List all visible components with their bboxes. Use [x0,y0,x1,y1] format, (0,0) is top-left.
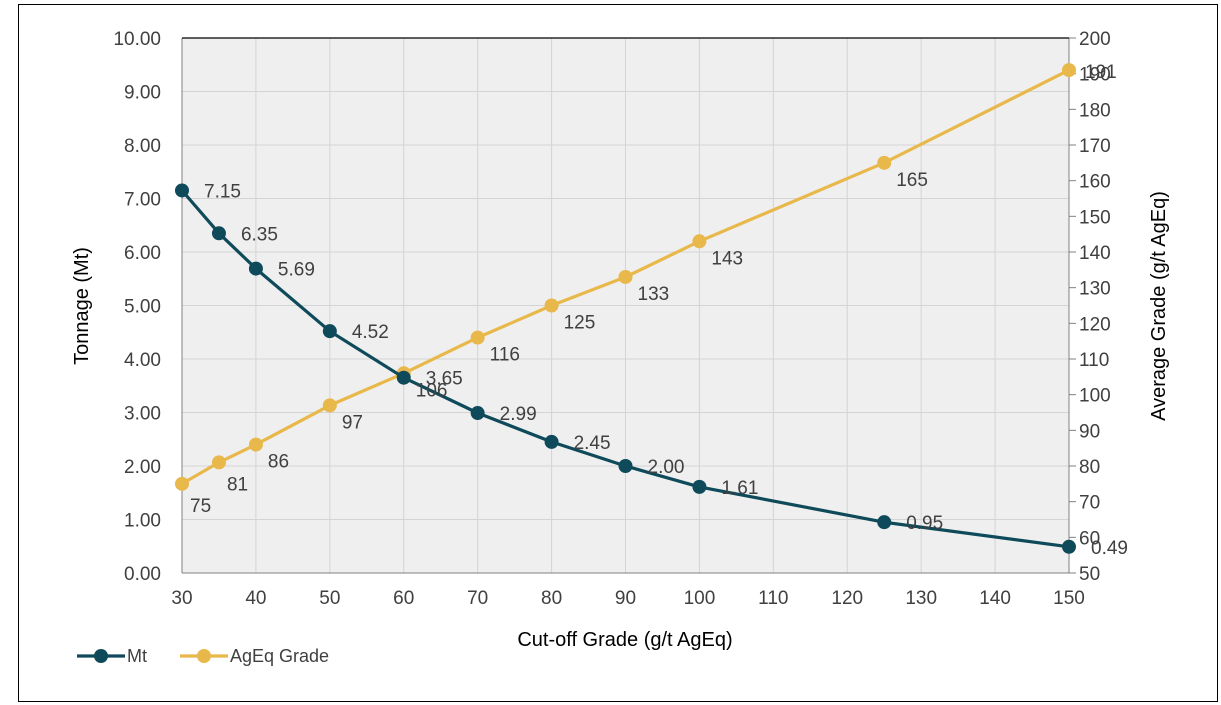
legend: Mt AgEq Grade [77,646,329,666]
x-tick-label: 120 [831,588,863,609]
x-tick-label: 80 [541,588,562,609]
data-label-ageq-grade: 125 [564,313,596,334]
y-tick-label: 9.00 [124,83,161,104]
data-label-ageq-grade: 81 [227,474,248,495]
data-point-ageq-grade [618,269,633,284]
y2-tick-label: 60 [1079,528,1100,549]
y-tick-label: 4.00 [124,350,161,371]
y2-tick-label: 170 [1079,136,1111,157]
data-label-mt: 0.95 [906,513,943,534]
legend-marker-mt [94,649,108,663]
data-label-mt: 5.69 [278,260,315,281]
y2-tick-label: 190 [1079,65,1111,86]
x-tick-label: 70 [467,588,488,609]
data-point-ageq-grade [175,476,189,491]
y2-tick-label: 180 [1079,100,1111,121]
y2-tick-label: 110 [1079,350,1109,371]
data-point-mt [618,459,633,473]
data-point-ageq-grade [470,330,485,345]
data-point-mt [396,370,411,385]
data-point-mt [211,226,226,241]
data-point-ageq-grade [692,234,707,249]
data-point-mt [692,479,707,494]
x-tick-label: 130 [905,588,937,609]
y2-axis-title: Average Grade (g/t AgEq) [1148,191,1170,421]
data-point-mt [877,515,892,530]
data-point-ageq-grade [877,155,892,170]
legend-label-mt: Mt [127,646,147,666]
x-tick-label: 150 [1053,588,1085,609]
y2-tick-label: 140 [1079,243,1111,264]
data-label-ageq-grade: 97 [342,412,363,433]
y-tick-label: 7.00 [124,190,161,211]
data-label-ageq-grade: 165 [896,170,928,191]
data-label-ageq-grade: 86 [268,452,289,473]
data-point-mt [248,261,263,276]
y2-tick-label: 90 [1079,421,1100,442]
data-label-mt: 6.35 [241,224,278,245]
data-label-ageq-grade: 143 [711,248,743,269]
y-tick-label: 1.00 [124,511,161,532]
data-label-mt: 0.49 [1091,538,1128,559]
data-label-mt: 7.15 [204,181,241,202]
y2-tick-label: 120 [1079,314,1111,335]
x-tick-label: 30 [171,588,192,609]
y2-tick-label: 70 [1079,493,1100,514]
data-point-mt [175,183,189,198]
y-tick-label: 10.00 [113,29,161,50]
data-point-ageq-grade [248,437,263,452]
data-label-ageq-grade: 75 [190,496,211,517]
y2-tick-label: 50 [1079,564,1100,585]
x-tick-label: 40 [245,588,266,609]
data-point-ageq-grade [1062,63,1076,78]
data-label-mt: 2.45 [574,433,611,454]
y2-tick-label: 80 [1079,457,1100,478]
data-point-mt [322,324,337,339]
data-label-mt: 2.99 [500,404,537,425]
x-tick-label: 90 [615,588,636,609]
data-label-ageq-grade: 106 [416,380,448,401]
data-point-ageq-grade [322,398,337,413]
data-point-mt [544,434,559,449]
data-label-mt: 4.52 [352,322,389,343]
x-tick-label: 110 [758,588,788,609]
legend-marker-ageq-grade [197,649,211,663]
x-tick-label: 60 [393,588,414,609]
grid-layer [181,37,1070,574]
y-tick-label: 5.00 [124,297,161,318]
x-tick-label: 50 [319,588,340,609]
data-label-mt: 3.65 [426,369,463,390]
data-point-ageq-grade [544,298,559,313]
y-tick-label: 2.00 [124,457,161,478]
y-tick-label: 0.00 [124,564,161,585]
data-label-ageq-grade: 133 [638,284,670,305]
y2-tick-label: 130 [1079,279,1111,300]
data-label-mt: 2.00 [648,457,685,478]
series-layer [175,63,1076,554]
legend-label-ageq-grade: AgEq Grade [230,646,329,666]
x-tick-label: 140 [979,588,1011,609]
data-label-ageq-grade: 191 [1085,62,1117,83]
data-point-mt [1062,539,1076,554]
data-label-mt: 1.61 [721,478,758,499]
y-tick-label: 6.00 [124,243,161,264]
axis-layer: 30 40 50 60 70 80 90 100 110 120 130 140 150 0.00 1.00… [113,29,1110,609]
data-label-ageq-grade: 116 [490,345,520,366]
label-layer: 7.15 6.355.69 4.52 3.65 2.99 2.45 2.00 1.61 0.95… [190,62,1128,559]
y-tick-label: 8.00 [124,136,161,157]
y2-tick-label: 200 [1079,29,1111,50]
x-axis-title: Cut-off Grade (g/t AgEq) [517,629,732,651]
y-axis-title: Tonnage (Mt) [71,247,93,365]
y2-tick-label: 150 [1079,207,1111,228]
data-point-mt [470,406,485,421]
y2-tick-label: 100 [1079,386,1111,407]
data-point-ageq-grade [211,455,226,470]
y2-tick-label: 160 [1079,172,1111,193]
x-tick-label: 100 [684,588,716,609]
y-tick-label: 3.00 [124,404,161,425]
